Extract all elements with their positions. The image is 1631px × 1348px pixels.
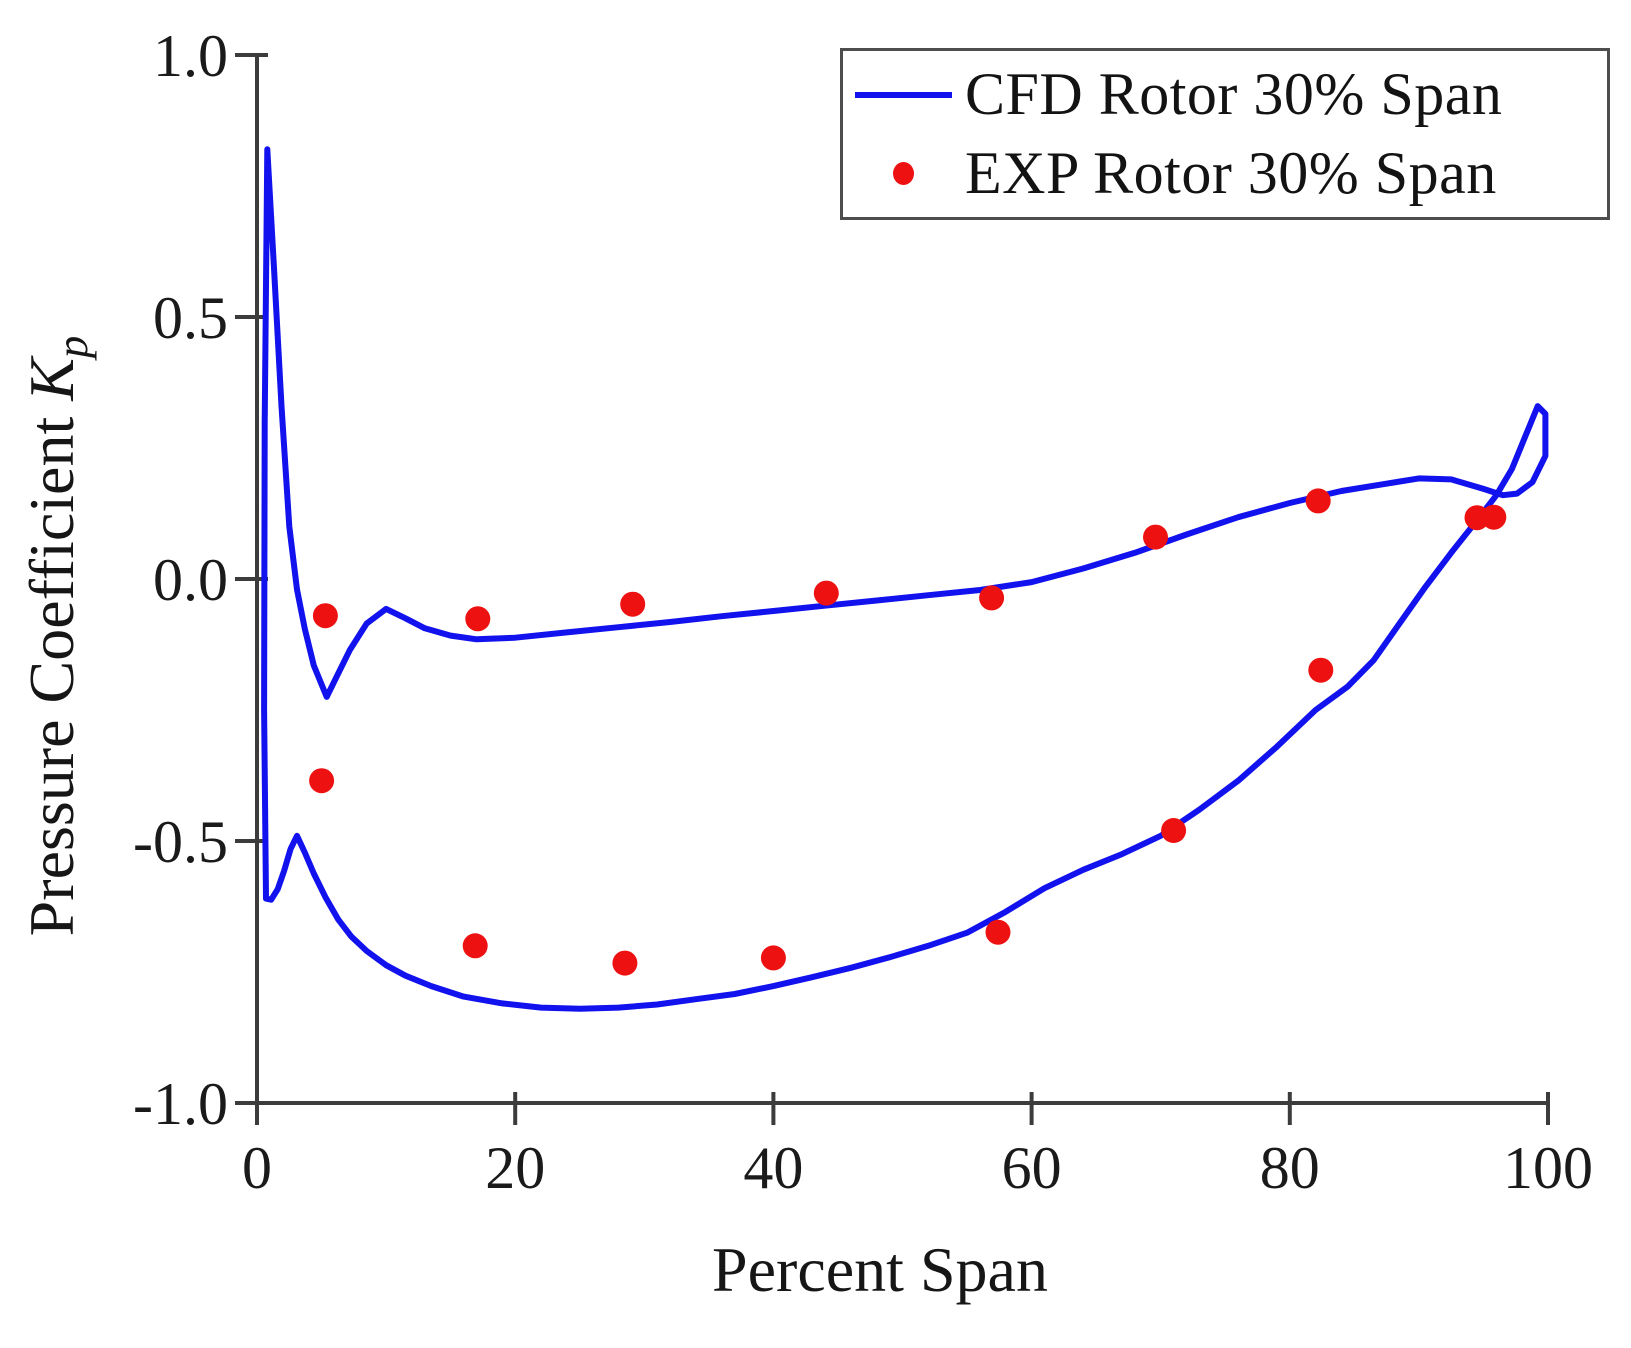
cfd-line [261, 146, 1549, 1012]
legend-label-exp: EXP Rotor 30% Span [965, 140, 1497, 206]
exp-point [760, 945, 786, 971]
x-tick-label-0: 0 [242, 1135, 272, 1201]
legend-label-cfd: CFD Rotor 30% Span [965, 61, 1503, 127]
y-tick-label--1.0: -1.0 [133, 1071, 228, 1137]
exp-point [1161, 818, 1187, 843]
y-tick-label-0.5: 0.5 [153, 285, 228, 351]
exp-point [309, 768, 335, 794]
exp-point [1481, 504, 1507, 530]
exp-point [465, 606, 491, 632]
x-tick-label-60: 60 [1002, 1135, 1062, 1201]
y-axis-title-text: Pressure Coefficient [16, 400, 87, 937]
legend-item-cfd: CFD Rotor 30% Span [851, 60, 1599, 129]
exp-point [612, 950, 638, 976]
x-tick-label-100: 100 [1503, 1135, 1593, 1201]
x-tick-label-20: 20 [485, 1135, 545, 1201]
legend-item-exp: EXP Rotor 30% Span [851, 139, 1599, 208]
exp-point [985, 919, 1011, 945]
x-axis-title: Percent Span [712, 1234, 1048, 1305]
exp-point [462, 933, 488, 959]
exp-point [1143, 524, 1168, 550]
exp-point [813, 580, 839, 606]
exp-point [620, 591, 646, 617]
kp-symbol: Kp [16, 335, 97, 401]
y-axis-title: Pressure Coefficient Kp [16, 136, 97, 1136]
exp-point [312, 603, 338, 629]
cfd-line-swatch [854, 91, 952, 98]
exp-point [1305, 488, 1331, 514]
exp-dot-swatch [892, 162, 914, 185]
x-tick-label-80: 80 [1260, 1135, 1320, 1201]
y-tick-label-0.0: 0.0 [153, 547, 228, 613]
legend: CFD Rotor 30% Span EXP Rotor 30% Span [840, 48, 1610, 220]
y-tick-label-1.0: 1.0 [153, 23, 228, 89]
exp-point [1308, 657, 1334, 683]
x-tick-label-40: 40 [743, 1135, 803, 1201]
y-tick-label--0.5: -0.5 [133, 809, 228, 875]
exp-point [979, 585, 1005, 611]
legend-swatch-col [851, 91, 955, 98]
legend-swatch-col [851, 162, 955, 185]
